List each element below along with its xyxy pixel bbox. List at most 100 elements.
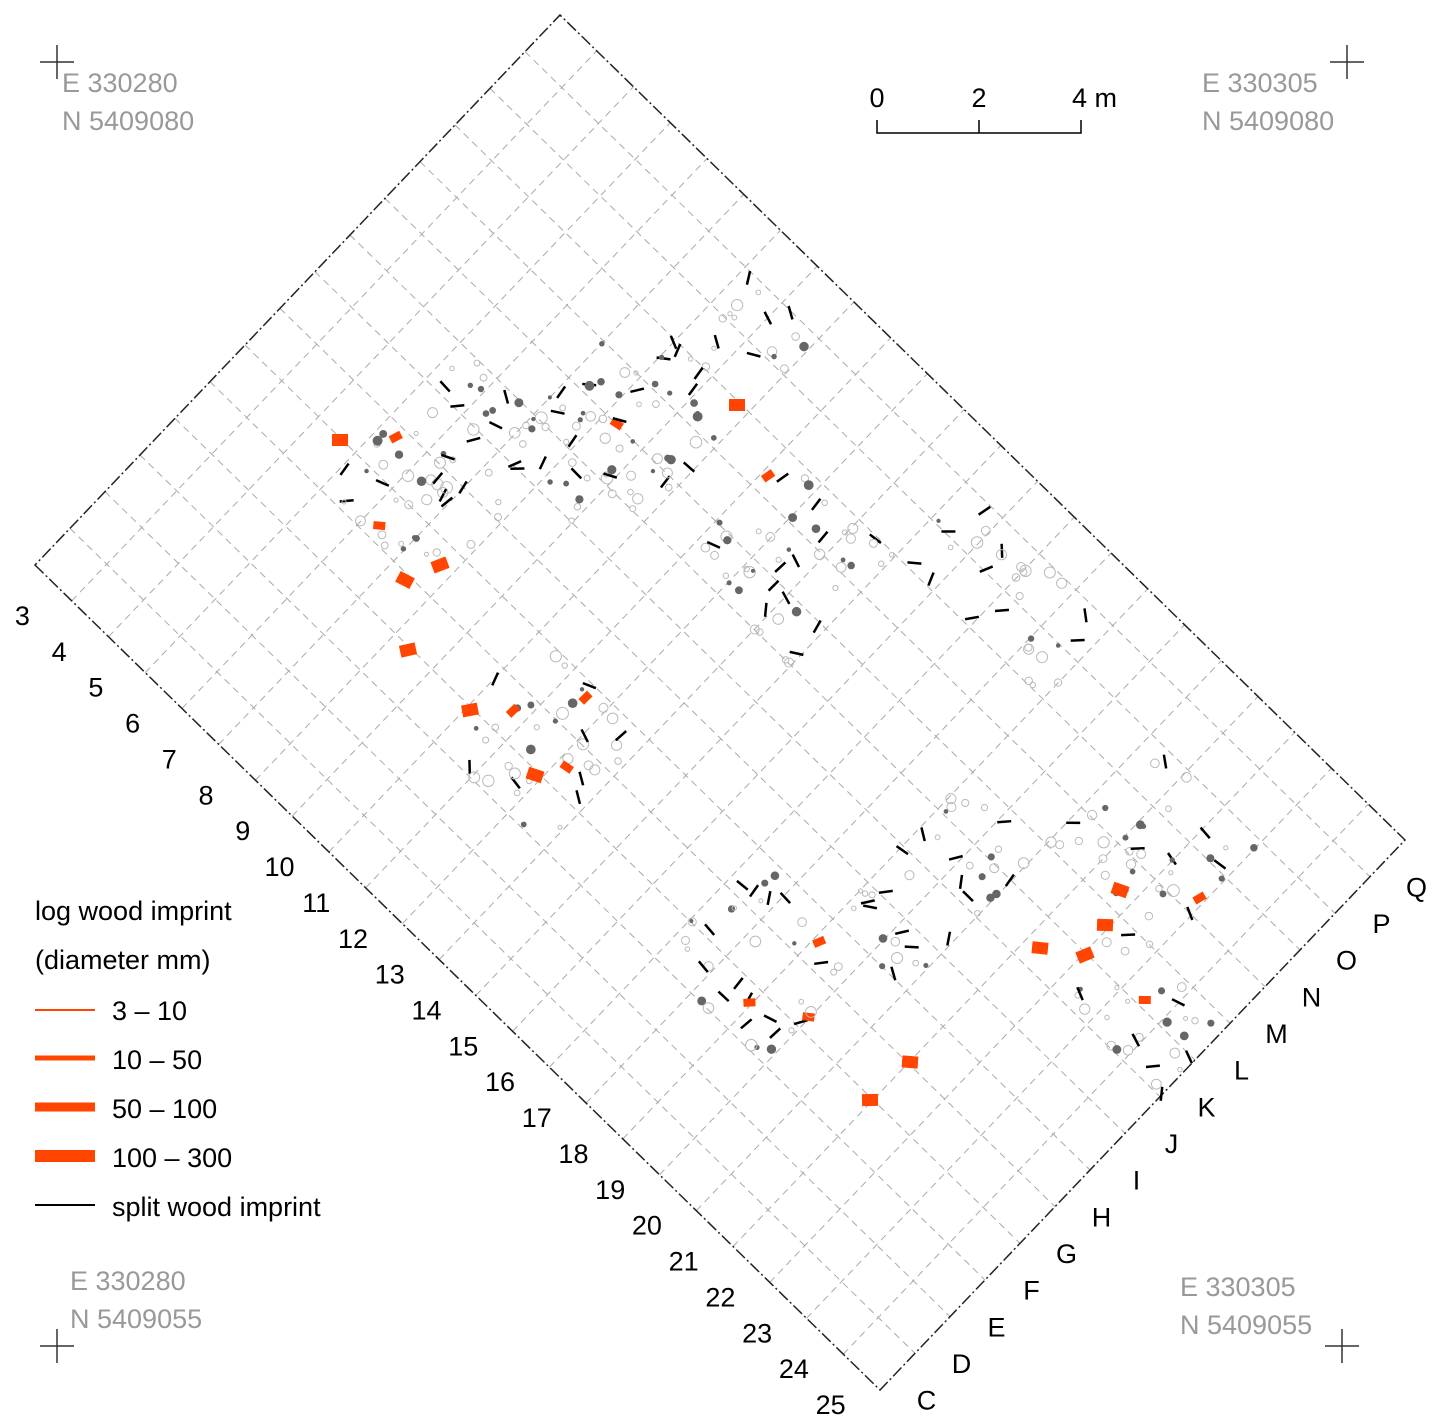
split-wood — [1131, 848, 1145, 849]
charcoal — [527, 702, 534, 709]
stone — [711, 551, 719, 559]
split-wood — [440, 381, 449, 391]
stone — [913, 960, 919, 966]
row-label: 24 — [779, 1354, 809, 1384]
column-label: J — [1165, 1129, 1179, 1159]
charcoal — [474, 726, 479, 731]
grid-line — [292, 266, 817, 816]
stone — [560, 405, 566, 411]
split-wood — [577, 790, 580, 804]
charcoal — [1028, 635, 1034, 641]
stone — [450, 366, 455, 371]
stone — [773, 614, 784, 625]
stone — [599, 415, 607, 423]
charcoal — [792, 941, 796, 945]
row-label: 16 — [485, 1067, 515, 1097]
stone — [799, 999, 804, 1004]
stone — [831, 969, 837, 975]
log-wood — [902, 1055, 919, 1068]
stone — [892, 953, 903, 964]
scale-label: 0 — [869, 83, 884, 113]
stone — [905, 871, 914, 880]
split-wood — [750, 885, 758, 896]
charcoal — [693, 412, 703, 422]
charcoal — [847, 562, 855, 570]
stone — [792, 333, 800, 341]
charcoal — [630, 439, 635, 444]
split-wood — [928, 573, 933, 586]
stone — [1102, 938, 1111, 947]
stone — [728, 312, 732, 316]
stone — [1016, 592, 1023, 599]
split-wood — [467, 438, 481, 442]
split-wood — [965, 617, 979, 619]
charcoal — [923, 963, 928, 968]
stone — [485, 469, 492, 476]
stone — [394, 498, 398, 502]
split-wood — [1085, 608, 1087, 622]
column-label: L — [1234, 1056, 1249, 1086]
row-label: 14 — [411, 996, 441, 1026]
stone — [505, 762, 512, 769]
corner-northing: N 5409055 — [1180, 1310, 1312, 1340]
stone — [746, 1039, 757, 1050]
stone — [990, 864, 999, 873]
row-label: 12 — [338, 924, 368, 954]
column-label: O — [1336, 946, 1357, 976]
stone — [422, 495, 432, 505]
charcoal — [711, 435, 717, 441]
stone — [701, 543, 710, 552]
column-label: H — [1092, 1202, 1112, 1232]
log-wood — [389, 431, 403, 444]
stone — [1105, 1015, 1110, 1020]
site-plan: E 330280 N 5409080 E 330305 N 5409080 E … — [0, 0, 1442, 1418]
stone — [424, 552, 428, 556]
split-wood — [340, 464, 348, 475]
row-label: 20 — [632, 1211, 662, 1241]
stone — [584, 475, 590, 481]
split-wood — [504, 390, 508, 404]
split-wood — [450, 405, 464, 406]
legend: log wood imprint (diameter mm) 3 – 10 10… — [35, 896, 321, 1222]
charcoal — [787, 547, 792, 552]
stone — [1025, 677, 1033, 685]
column-label: Q — [1406, 872, 1427, 902]
split-wood — [569, 435, 577, 447]
grid-line — [623, 589, 1148, 1139]
grid-line — [733, 697, 1258, 1247]
grid-line — [770, 732, 1295, 1282]
stone — [653, 454, 663, 464]
stone — [399, 541, 404, 546]
stone — [600, 433, 610, 443]
stone — [1178, 1067, 1183, 1072]
stone — [1121, 947, 1129, 955]
stone — [981, 526, 990, 535]
charcoal — [652, 381, 659, 388]
row-label: 8 — [199, 780, 214, 810]
charcoal — [489, 407, 496, 414]
corner-easting: E 330280 — [70, 1266, 186, 1296]
charcoal — [659, 355, 664, 360]
split-wood — [459, 481, 466, 493]
stone — [611, 740, 621, 750]
split-wood — [689, 384, 697, 395]
row-label: 9 — [235, 816, 250, 846]
stone — [836, 562, 846, 572]
legend-label: split wood imprint — [112, 1192, 321, 1222]
features — [332, 271, 1258, 1106]
stone — [756, 290, 761, 295]
column-label: M — [1265, 1019, 1288, 1049]
row-label: 22 — [705, 1282, 735, 1312]
charcoal — [723, 536, 731, 544]
stone — [665, 484, 672, 491]
charcoal — [799, 342, 809, 352]
split-wood — [1186, 1051, 1192, 1064]
split-wood — [979, 507, 991, 515]
stone — [712, 346, 716, 350]
row-label: 4 — [52, 637, 67, 667]
charcoal — [615, 391, 622, 398]
split-wood — [582, 729, 588, 741]
stone — [962, 799, 969, 806]
legend-label: 50 – 100 — [112, 1094, 217, 1124]
grid-line — [660, 625, 1185, 1175]
